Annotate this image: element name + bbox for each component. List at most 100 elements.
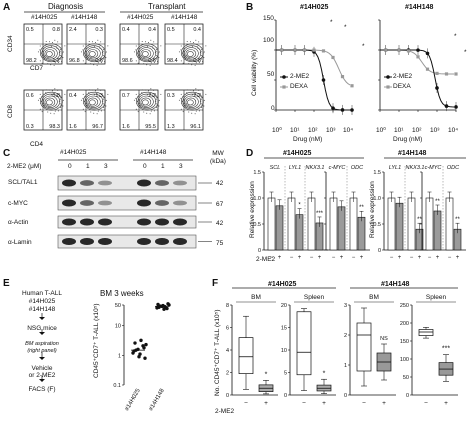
x-tick-label: 10⁰	[376, 127, 386, 134]
event-dot	[57, 61, 59, 63]
legend-marker	[386, 85, 390, 89]
event-dot	[141, 43, 143, 45]
significance-star: *	[298, 203, 301, 209]
event-dot	[100, 110, 102, 112]
panel-b-label: B	[246, 2, 254, 13]
event-dot	[87, 58, 89, 60]
event-dot	[197, 96, 199, 98]
treat-sign: +	[418, 255, 422, 261]
event-dot	[54, 39, 56, 41]
quadrant-pct: 98.3	[49, 124, 60, 130]
event-dot	[201, 61, 203, 63]
event-dot	[155, 95, 157, 97]
event-dot	[57, 107, 59, 109]
event-dot	[62, 99, 64, 101]
y-tick-label: 0.1	[113, 383, 121, 389]
quadrant-pct: 98.2	[26, 58, 37, 64]
event-dot	[99, 96, 101, 98]
event-dot	[201, 103, 203, 105]
event-dot	[138, 92, 140, 94]
event-dot	[83, 54, 85, 56]
treat-sign: +	[398, 255, 402, 261]
treat-sign: +	[318, 255, 322, 261]
2me2-point	[331, 106, 335, 110]
event-dot	[203, 51, 205, 53]
2me2-point	[444, 104, 449, 108]
event-dot	[180, 60, 182, 62]
event-dot	[86, 103, 88, 105]
data-point	[142, 346, 146, 350]
event-dot	[86, 104, 88, 106]
event-dot	[98, 46, 100, 48]
legend-marker	[282, 75, 286, 79]
event-dot	[41, 62, 43, 64]
event-dot	[62, 57, 64, 59]
quadrant-pct: 0.4	[69, 93, 77, 99]
event-dot	[201, 58, 203, 60]
quadrant-pct: 0.6	[95, 58, 103, 64]
y-tick-label: 0	[258, 248, 261, 254]
treat-sign: −	[362, 400, 366, 407]
contour	[181, 91, 204, 111]
row1-xlabel: CD7	[30, 65, 44, 72]
blot-label: SCL/TAL1	[8, 179, 38, 186]
event-dot	[200, 95, 202, 97]
event-dot	[151, 94, 153, 96]
blot-band	[155, 237, 169, 246]
event-dot	[192, 41, 194, 43]
event-dot	[54, 62, 56, 64]
event-dot	[105, 51, 107, 53]
event-dot	[133, 99, 135, 101]
event-dot	[50, 64, 52, 66]
x-tick-label: 10⁴	[448, 127, 459, 134]
blot-label: α-Actin	[8, 219, 29, 226]
y-tick-label: 100	[263, 37, 274, 44]
event-dot	[103, 109, 105, 111]
event-dot	[181, 54, 183, 56]
event-dot	[186, 43, 188, 45]
event-dot	[40, 54, 42, 56]
contour	[40, 43, 63, 63]
quadrant-pct: 0.4	[122, 27, 130, 33]
event-dot	[100, 89, 102, 91]
event-dot	[143, 58, 145, 60]
y-tick-label: 50	[403, 375, 409, 381]
event-dot	[88, 89, 90, 91]
y-tick-label: 250	[400, 303, 409, 309]
contour	[139, 47, 154, 60]
flow-svg: Human T-ALL#14H025#14H148 NSG mice BM aspi…	[22, 290, 62, 393]
quadrant-pct: 96.7	[92, 124, 103, 130]
data-point	[144, 342, 148, 347]
event-dot	[190, 41, 192, 43]
event-dot	[101, 100, 103, 102]
contour	[44, 49, 56, 59]
workflow-step: NSG mice	[27, 325, 57, 332]
event-dot	[155, 46, 157, 48]
event-dot	[192, 90, 194, 92]
event-dot	[59, 99, 61, 101]
treat-label: 2-ME2	[256, 256, 276, 263]
dexa-point	[425, 67, 430, 71]
legend-marker	[386, 75, 390, 79]
event-dot	[83, 52, 85, 54]
event-dot	[137, 47, 139, 49]
event-dot	[84, 111, 86, 113]
dexa-point	[406, 49, 411, 53]
dexa-point	[397, 48, 401, 52]
event-dot	[158, 51, 160, 53]
event-dot	[47, 111, 49, 113]
event-dot	[203, 105, 205, 107]
quadrant-pct: 0.6	[26, 93, 34, 99]
treat-sign: +	[444, 400, 448, 407]
event-dot	[40, 52, 42, 54]
event-dot	[205, 93, 207, 95]
row2-xlabel: CD4	[30, 141, 44, 148]
event-dot	[50, 94, 52, 96]
event-dot	[202, 101, 204, 103]
event-dot	[151, 46, 153, 48]
x-tick-label: 10¹	[394, 127, 404, 134]
box	[418, 329, 434, 336]
quadrant-pct: 1.2	[52, 58, 60, 64]
subplot-label: Spleen	[426, 294, 447, 301]
mw-label: MW (kDa)	[210, 150, 226, 165]
